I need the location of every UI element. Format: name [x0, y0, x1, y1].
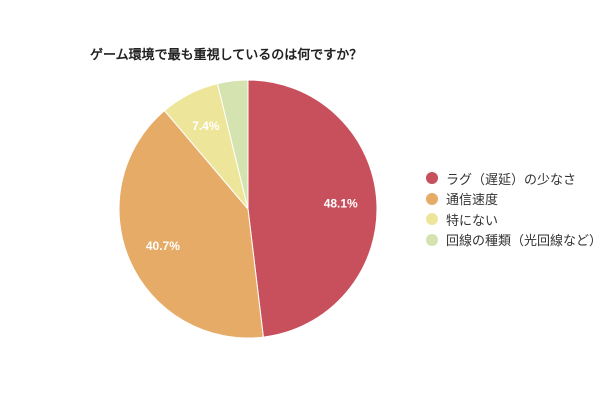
pie-slice[interactable] [118, 109, 264, 339]
pie-slices [118, 79, 378, 339]
pie-labels: 48.1% 40.7% 7.4% [146, 119, 358, 253]
legend-label: 特にない [446, 213, 499, 229]
legend-label: 通信速度 [446, 193, 499, 209]
legend-item-speed[interactable]: 通信速度 [426, 189, 600, 210]
pie-slice[interactable] [216, 79, 249, 210]
legend-swatch-icon [426, 233, 438, 246]
legend-swatch-icon [426, 192, 438, 205]
legend-label: ラグ（遅延）の少なさ [446, 172, 577, 188]
legend-swatch-icon [426, 213, 438, 226]
slice-percent-label: 7.4% [192, 119, 220, 133]
legend-item-lag[interactable]: ラグ（遅延）の少なさ [426, 168, 600, 189]
legend-item-line-type[interactable]: 回線の種類（光回線など） [426, 230, 600, 251]
legend: ラグ（遅延）の少なさ 通信速度 特にない 回線の種類（光回線など） [426, 168, 600, 250]
legend-swatch-icon [426, 172, 438, 185]
chart-title: ゲーム環境で最も重視しているのは何ですか？ [90, 48, 363, 63]
legend-label: 回線の種類（光回線など） [446, 234, 600, 250]
legend-item-none[interactable]: 特にない [426, 209, 600, 230]
slice-percent-label: 48.1% [324, 196, 358, 210]
slice-percent-label: 40.7% [146, 239, 180, 253]
pie-slice[interactable] [247, 79, 378, 338]
